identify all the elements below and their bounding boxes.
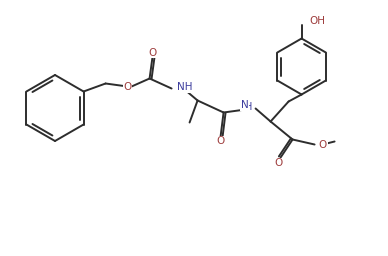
Text: O: O [123, 81, 132, 91]
Text: OH: OH [310, 16, 326, 26]
Text: O: O [149, 48, 157, 58]
Text: N: N [241, 101, 248, 111]
Text: NH: NH [177, 82, 192, 92]
Text: O: O [217, 136, 225, 146]
Text: O: O [319, 140, 327, 150]
Text: H: H [245, 101, 252, 112]
Text: O: O [274, 158, 283, 168]
